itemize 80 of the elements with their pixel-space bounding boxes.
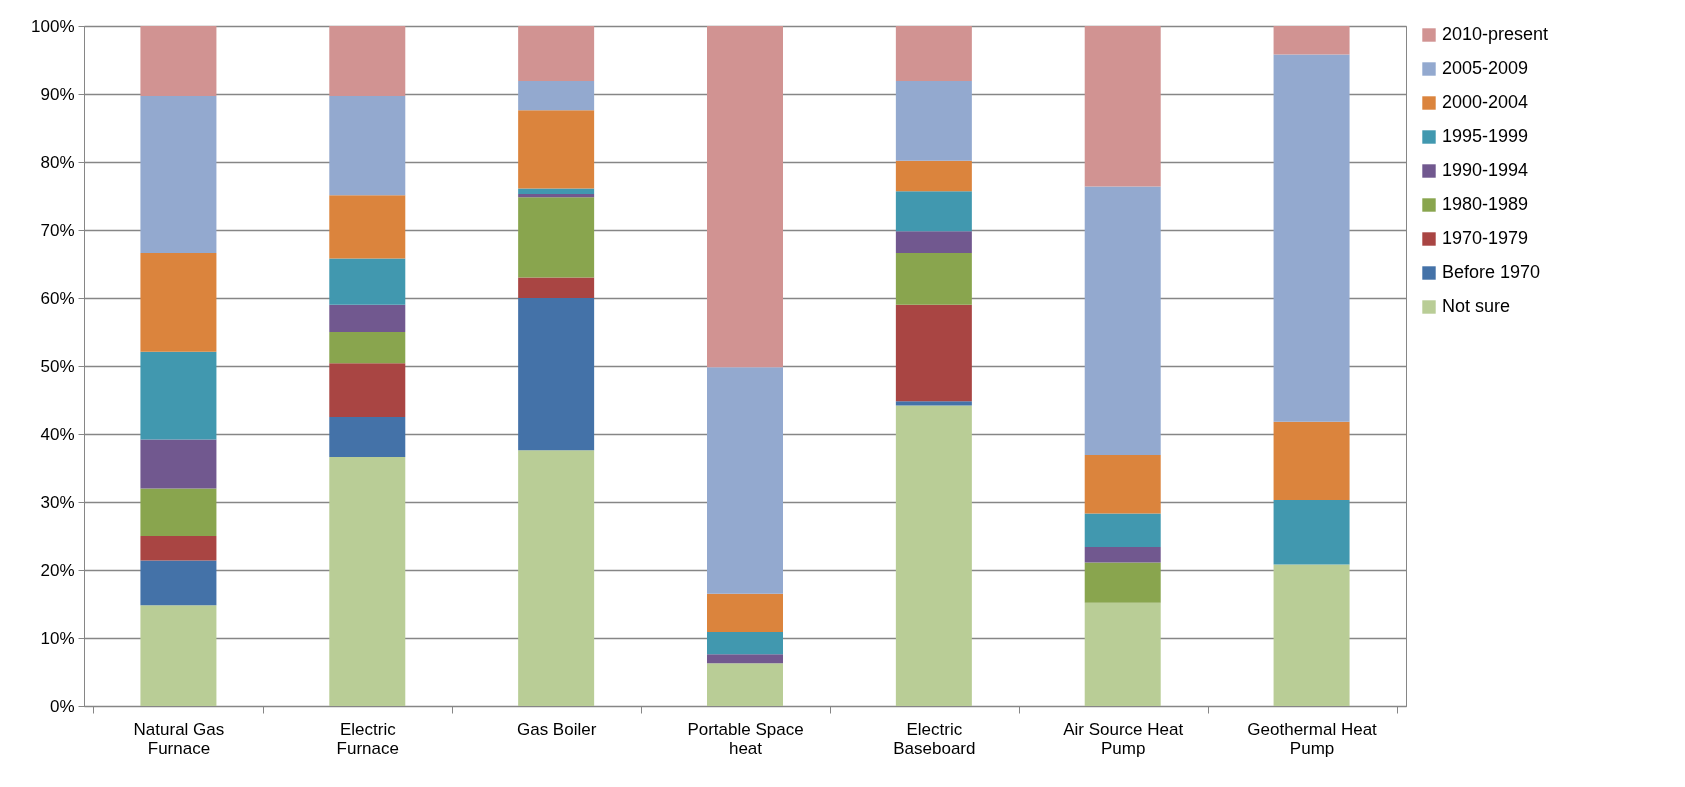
bar (1273, 499, 1350, 565)
bar (518, 188, 595, 194)
bar (895, 405, 972, 706)
bar (707, 593, 783, 632)
y-tick-label: 10% (40, 628, 75, 648)
legend-label: 1980-1989 (1442, 194, 1529, 214)
bar (329, 363, 406, 417)
x-tick-label: Gas Boiler (516, 719, 597, 739)
y-tick-label: 60% (40, 288, 75, 308)
bar (329, 417, 406, 458)
legend-label: Before 1970 (1442, 262, 1541, 282)
bar (518, 298, 595, 451)
bar (1084, 26, 1161, 187)
bar (329, 195, 406, 259)
bar (329, 258, 406, 305)
y-tick-label: 80% (40, 152, 75, 172)
bar (707, 26, 783, 368)
bar (895, 26, 972, 82)
legend-label: 2005-2009 (1442, 58, 1529, 78)
bar (329, 26, 406, 97)
y-tick-label: 30% (40, 492, 75, 512)
bar (707, 631, 783, 655)
bar (140, 26, 217, 97)
x-tick-label: Electric Baseboard (893, 719, 976, 758)
bar (329, 457, 406, 706)
x-tick-label: Geothermal Heat Pump (1247, 719, 1378, 758)
bar (707, 654, 783, 664)
bar (140, 536, 217, 561)
bar (140, 560, 217, 606)
bar (1273, 421, 1350, 500)
legend-label: 1990-1994 (1442, 160, 1529, 180)
bar (518, 110, 595, 189)
x-tick-label: Electric Furnace (336, 719, 399, 758)
bar (895, 160, 972, 192)
legend-label: 2010-present (1442, 24, 1549, 44)
legend-label: Not sure (1442, 296, 1511, 316)
bar (1084, 546, 1161, 563)
y-tick-label: 20% (40, 560, 75, 580)
legend-label: 1970-1979 (1442, 228, 1529, 248)
x-tick-label: Air Source Heat Pump (1063, 719, 1184, 758)
y-tick-label: 40% (40, 424, 75, 444)
bar (707, 663, 783, 706)
bar (518, 277, 595, 298)
bar (140, 351, 217, 440)
bar (895, 81, 972, 161)
bar (895, 191, 972, 232)
bar (895, 253, 972, 305)
bar (1084, 186, 1161, 456)
legend-label: 2000-2004 (1442, 92, 1529, 112)
bar (140, 605, 217, 706)
bar (895, 401, 972, 406)
bar (707, 367, 783, 594)
bar (140, 96, 217, 254)
bar (140, 439, 217, 489)
bar (1084, 562, 1161, 603)
bar (895, 231, 972, 254)
y-tick-label: 0% (49, 696, 75, 716)
bar (518, 450, 595, 706)
y-tick-label: 70% (40, 220, 75, 240)
bar (140, 253, 217, 352)
bar (1273, 26, 1350, 55)
y-tick-label: 50% (40, 356, 75, 376)
x-tick-label: Portable Space heat (687, 719, 804, 758)
bar (518, 81, 595, 111)
legend-label: 1995-1999 (1442, 126, 1529, 146)
bar (1084, 602, 1161, 706)
bar (1273, 564, 1350, 706)
bar (895, 304, 972, 402)
bar (518, 197, 595, 278)
bar (329, 96, 406, 196)
bar (1084, 455, 1161, 514)
y-tick-label: 100% (31, 16, 75, 36)
bar (329, 332, 406, 364)
bar (140, 488, 217, 536)
bar (1273, 54, 1350, 422)
x-tick-label: Natural Gas Furnace (133, 719, 225, 758)
y-tick-label: 90% (40, 84, 75, 104)
bar (329, 304, 406, 332)
bar (518, 26, 595, 82)
bar (1084, 513, 1161, 547)
